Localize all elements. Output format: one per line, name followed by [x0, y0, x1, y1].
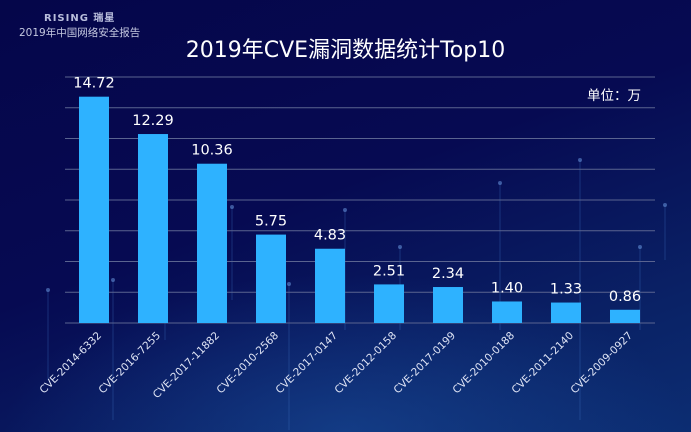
chart-title: 2019年CVE漏洞数据统计Top10: [185, 38, 506, 63]
value-label: 14.72: [73, 76, 115, 92]
value-labels: 14.72 12.29 10.36 5.75 4.83 2.51 2.34 1.40 1.33 0…: [73, 76, 641, 305]
value-label: 5.75: [255, 214, 287, 230]
unit-label: 单位：万: [587, 88, 641, 104]
report-name: 2019年中国网络安全报告: [19, 27, 141, 39]
rising-logo: RISING 瑞星: [44, 13, 116, 24]
bar: [374, 284, 404, 323]
x-tick-label: CVE-2009-0927: [569, 330, 636, 397]
bar: [492, 301, 522, 323]
x-tick-label: CVE-2010-0188: [451, 330, 518, 397]
value-label: 1.33: [550, 282, 582, 298]
bar: [610, 309, 640, 323]
light-dot: [287, 282, 291, 286]
bar: [197, 163, 227, 323]
x-tick-label: CVE-2016-7255: [97, 330, 164, 397]
value-label: 12.29: [132, 113, 174, 129]
value-label: 0.86: [609, 289, 641, 305]
value-label: 1.40: [491, 280, 523, 296]
value-label: 2.51: [373, 263, 405, 279]
value-label: 4.83: [314, 228, 346, 244]
x-tick-label: CVE-2010-2568: [215, 330, 282, 397]
light-dot: [230, 205, 234, 209]
bar: [551, 302, 581, 323]
x-tick-label: CVE-2017-11882: [151, 330, 222, 401]
x-tick-labels: CVE-2014-6332CVE-2016-7255CVE-2017-11882…: [38, 330, 636, 401]
light-dot: [498, 181, 502, 185]
bars: [79, 96, 640, 324]
x-tick-label: CVE-2012-0158: [333, 330, 400, 397]
value-label: 10.36: [191, 143, 233, 159]
bar: [138, 134, 168, 323]
bar: [433, 287, 463, 323]
light-dot: [46, 288, 50, 292]
light-dot: [578, 158, 582, 162]
bar: [256, 234, 286, 323]
x-tick-label: CVE-2017-0147: [274, 330, 341, 397]
light-dot: [343, 208, 347, 212]
value-label: 2.34: [432, 266, 464, 282]
x-tick-label: CVE-2017-0199: [392, 330, 459, 397]
light-dot: [638, 245, 642, 249]
light-dot: [111, 278, 115, 282]
bar: [315, 248, 345, 323]
light-dot: [663, 203, 667, 207]
bar: [79, 96, 109, 324]
x-tick-label: CVE-2011-2140: [510, 330, 577, 397]
light-dot: [398, 245, 402, 249]
